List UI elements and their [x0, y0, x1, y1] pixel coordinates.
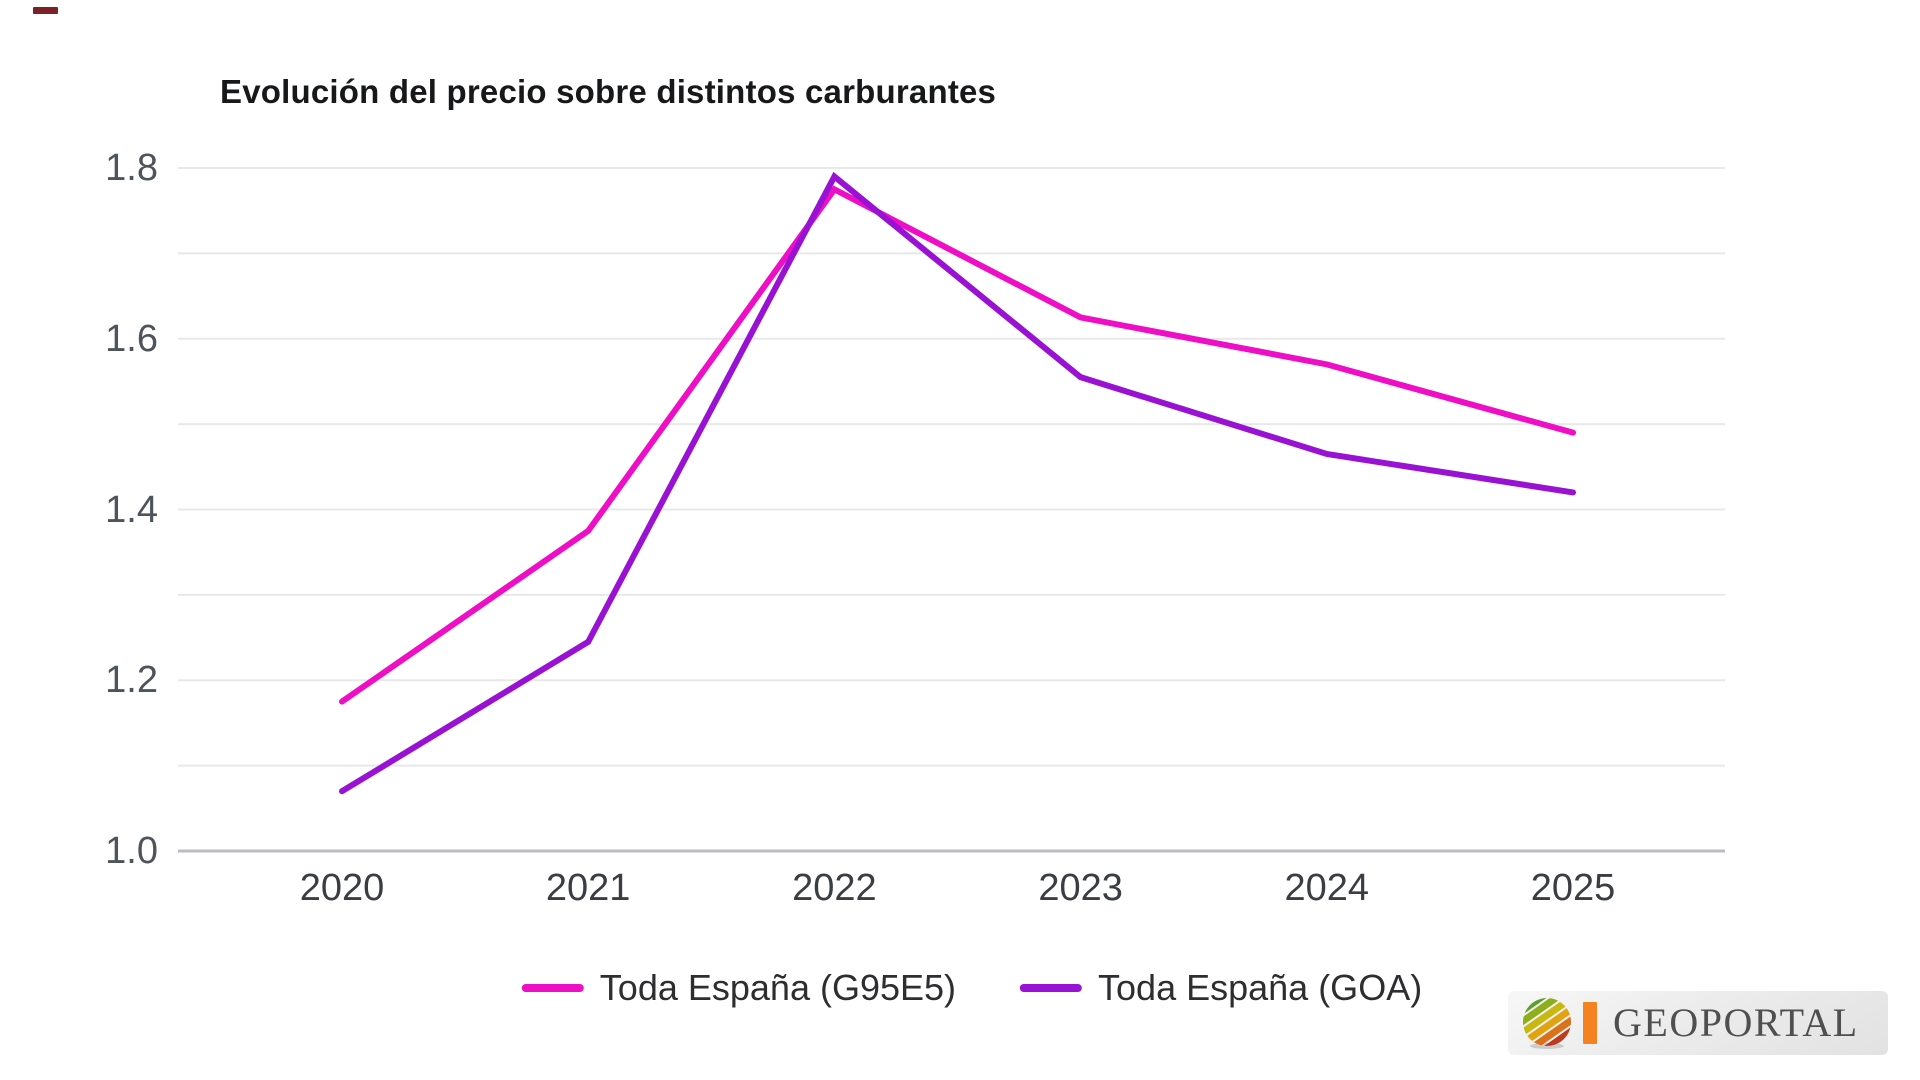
- x-tick-label-2024: 2024: [1284, 867, 1370, 909]
- logo-accent-bar: [1583, 1002, 1597, 1044]
- globe-icon: [1521, 996, 1573, 1050]
- legend-item-g95e5[interactable]: Toda España (G95E5): [521, 963, 957, 1013]
- y-tick-label-1.0: 1.0: [105, 830, 158, 872]
- logo-text: GEOPORTAL: [1613, 1000, 1859, 1045]
- x-tick-label-2021: 2021: [545, 867, 631, 909]
- corner-mark: [33, 7, 58, 14]
- legend-item-goa[interactable]: Toda España (GOA): [1020, 963, 1422, 1013]
- legend-swatch-goa: [1020, 984, 1083, 992]
- x-tick-label-2020: 2020: [299, 867, 385, 909]
- y-tick-label-1.2: 1.2: [105, 659, 158, 702]
- y-tick-label-1.8: 1.8: [105, 147, 158, 189]
- chart-title: Evolución del precio sobre distintos car…: [220, 73, 997, 110]
- y-tick-label-1.6: 1.6: [105, 317, 158, 360]
- y-tick-label-1.4: 1.4: [105, 488, 158, 531]
- chart-legend: Toda España (G95E5) Toda España (GOA): [521, 963, 1422, 1013]
- geoportal-logo[interactable]: GEOPORTAL: [1508, 991, 1888, 1055]
- legend-label-g95e5: Toda España (G95E5): [599, 967, 957, 1008]
- series-line-0: [339, 185, 1576, 705]
- legend-label-goa: Toda España (GOA): [1098, 967, 1423, 1008]
- x-tick-label-2022: 2022: [792, 867, 877, 909]
- series-line-1: [339, 171, 1576, 795]
- x-tick-label-2023: 2023: [1038, 867, 1123, 909]
- x-tick-label-2025: 2025: [1530, 867, 1616, 909]
- legend-swatch-g95e5: [521, 984, 584, 992]
